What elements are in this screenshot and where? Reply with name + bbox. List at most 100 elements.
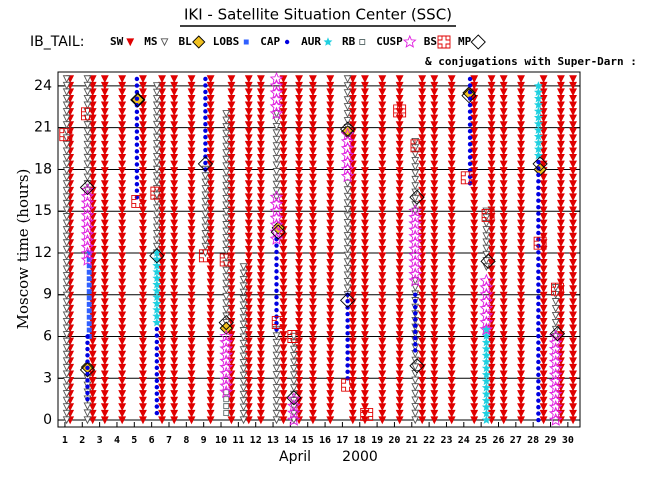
marker bbox=[158, 75, 166, 84]
x-tick-label: 9 bbox=[201, 435, 207, 446]
marker bbox=[326, 134, 335, 143]
marker bbox=[413, 304, 418, 310]
marker bbox=[395, 363, 404, 372]
marker bbox=[361, 173, 369, 182]
marker bbox=[85, 359, 90, 364]
marker bbox=[118, 324, 127, 333]
marker bbox=[118, 239, 127, 248]
marker bbox=[326, 226, 335, 235]
marker bbox=[100, 252, 109, 261]
marker bbox=[158, 226, 166, 235]
marker bbox=[395, 265, 404, 274]
x-tick-label: 20 bbox=[388, 435, 400, 446]
marker bbox=[170, 272, 179, 280]
marker bbox=[170, 383, 179, 392]
marker bbox=[533, 106, 543, 116]
marker bbox=[100, 409, 109, 418]
marker bbox=[499, 383, 508, 392]
marker bbox=[447, 147, 456, 156]
marker bbox=[309, 199, 317, 208]
marker bbox=[100, 134, 109, 143]
marker bbox=[295, 213, 303, 221]
marker bbox=[118, 173, 127, 182]
marker bbox=[139, 180, 147, 189]
marker bbox=[279, 258, 288, 267]
marker bbox=[256, 324, 265, 333]
marker bbox=[556, 206, 565, 215]
marker bbox=[243, 39, 249, 45]
marker bbox=[499, 180, 508, 189]
marker bbox=[479, 287, 494, 301]
marker bbox=[118, 344, 127, 353]
marker bbox=[309, 377, 317, 385]
marker bbox=[134, 142, 140, 147]
marker bbox=[83, 134, 92, 143]
marker bbox=[295, 121, 303, 130]
marker bbox=[499, 160, 508, 169]
marker bbox=[539, 186, 548, 195]
marker bbox=[187, 390, 196, 399]
marker bbox=[539, 180, 548, 189]
marker bbox=[395, 409, 404, 418]
marker bbox=[295, 88, 303, 97]
marker bbox=[326, 206, 335, 215]
marker bbox=[326, 232, 335, 241]
marker bbox=[517, 370, 525, 379]
marker bbox=[170, 94, 179, 103]
marker bbox=[470, 350, 479, 359]
marker bbox=[569, 344, 577, 353]
marker bbox=[470, 252, 479, 261]
marker bbox=[361, 167, 369, 175]
marker bbox=[467, 102, 473, 108]
marker bbox=[269, 211, 284, 224]
marker bbox=[227, 75, 236, 84]
marker bbox=[295, 232, 303, 241]
marker bbox=[470, 363, 479, 372]
marker bbox=[206, 363, 215, 372]
marker bbox=[539, 357, 548, 366]
marker bbox=[343, 179, 352, 188]
interval bbox=[85, 334, 90, 402]
marker bbox=[430, 304, 439, 313]
marker bbox=[395, 127, 404, 136]
marker bbox=[256, 357, 265, 366]
marker bbox=[256, 285, 265, 294]
marker bbox=[430, 377, 439, 385]
marker bbox=[447, 226, 456, 235]
marker bbox=[418, 318, 427, 326]
marker bbox=[487, 108, 496, 116]
marker bbox=[447, 127, 456, 136]
marker bbox=[227, 213, 236, 221]
marker bbox=[447, 396, 456, 405]
marker bbox=[187, 363, 196, 372]
marker bbox=[569, 140, 577, 149]
marker bbox=[158, 324, 166, 333]
marker bbox=[343, 258, 352, 267]
marker bbox=[223, 396, 230, 403]
marker bbox=[256, 252, 265, 261]
marker bbox=[326, 337, 335, 346]
legend-label: LOBS bbox=[213, 35, 240, 48]
marker bbox=[556, 134, 565, 143]
interval bbox=[348, 75, 357, 425]
marker bbox=[539, 199, 548, 208]
marker bbox=[139, 291, 147, 300]
y-tick-label: 12 bbox=[34, 245, 52, 261]
marker bbox=[343, 264, 352, 273]
marker bbox=[569, 193, 577, 202]
marker bbox=[279, 390, 288, 399]
marker bbox=[418, 337, 427, 346]
marker bbox=[551, 305, 560, 313]
marker bbox=[134, 76, 140, 82]
marker bbox=[539, 337, 548, 346]
marker bbox=[203, 102, 208, 108]
marker bbox=[80, 240, 95, 254]
marker bbox=[447, 101, 456, 110]
marker bbox=[378, 383, 387, 392]
marker bbox=[295, 304, 303, 313]
marker bbox=[418, 167, 427, 175]
marker bbox=[361, 180, 369, 189]
marker bbox=[187, 245, 196, 254]
marker bbox=[152, 273, 162, 283]
marker bbox=[556, 147, 565, 156]
